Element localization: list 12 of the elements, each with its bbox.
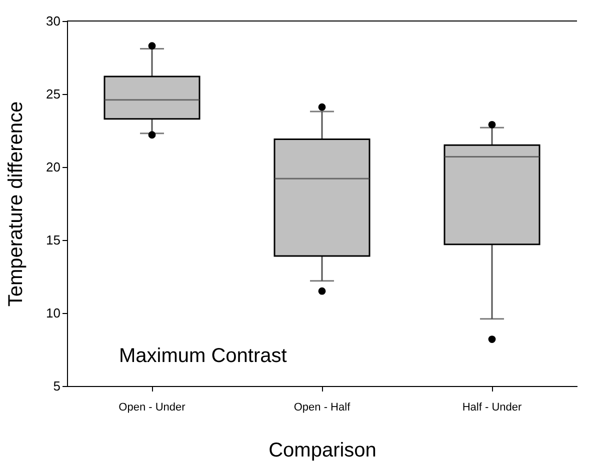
y-tick-label: 25 <box>46 86 60 102</box>
y-tick-label: 10 <box>46 306 60 320</box>
x-axis-title: Comparison <box>268 440 376 462</box>
y-tick-label: 5 <box>53 378 60 394</box>
x-tick-label: Half - Under <box>462 402 522 414</box>
y-tick-label: 30 <box>46 14 60 28</box>
y-tick-label: 20 <box>46 160 60 174</box>
y-tick-label: 15 <box>46 232 60 248</box>
annotation: Maximum Contrast <box>119 345 288 367</box>
x-tick-label: Open - Half <box>294 402 352 414</box>
x-tick-label: Open - Under <box>118 402 186 414</box>
y-axis-title: Temperature difference <box>5 101 28 307</box>
